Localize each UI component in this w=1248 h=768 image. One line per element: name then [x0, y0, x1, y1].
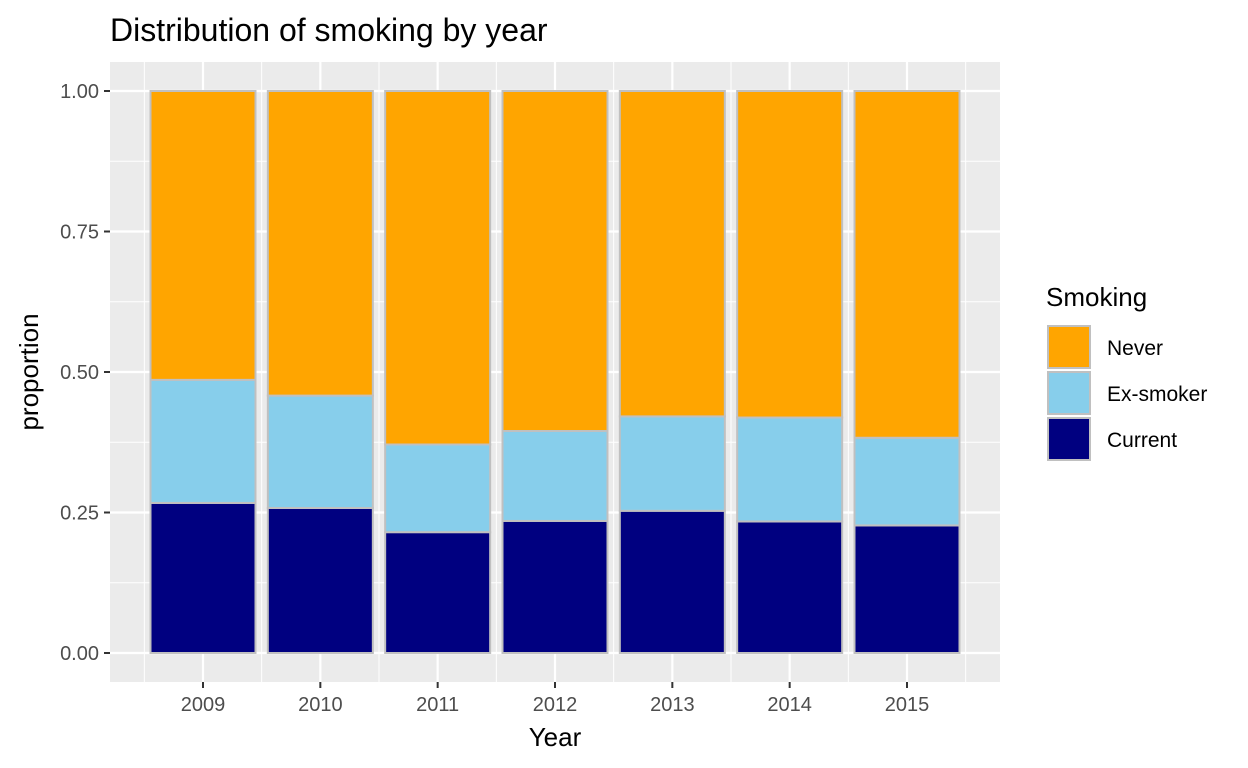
- y-axis-title: proportion: [14, 313, 44, 430]
- bar-ex-smoker-2014: [736, 416, 844, 523]
- bar-never-2014: [736, 90, 844, 419]
- legend-key-never: [1047, 325, 1091, 369]
- bar-ex-smoker-2012: [501, 430, 609, 522]
- bar-never-2013: [618, 90, 726, 418]
- x-tick-label: 2013: [650, 694, 695, 716]
- legend-label-never: Never: [1107, 337, 1163, 360]
- x-tick-label: 2014: [767, 694, 812, 716]
- legend-key-ex-smoker: [1047, 371, 1091, 415]
- bar-current-2014: [736, 520, 844, 654]
- y-axis: 0.00 0.25 0.50 0.75 1.00: [60, 81, 110, 665]
- bar-ex-smoker-2013: [618, 415, 726, 512]
- y-tick-label: 0.75: [60, 222, 99, 244]
- legend-key-current: [1047, 417, 1091, 461]
- x-tick-label: 2009: [181, 694, 226, 716]
- legend-title: Smoking: [1046, 282, 1147, 312]
- x-tick-label: 2011: [416, 694, 459, 716]
- x-tick-label: 2010: [298, 694, 343, 716]
- bar-never-2009: [149, 90, 257, 381]
- bar-ex-smoker-2011: [384, 443, 492, 534]
- bar-never-2010: [266, 90, 374, 397]
- x-axis-title: Year: [529, 722, 582, 752]
- legend-label-current: Current: [1107, 429, 1177, 452]
- chart-title: Distribution of smoking by year: [110, 12, 548, 48]
- bar-ex-smoker-2010: [266, 394, 374, 510]
- bar-current-2009: [149, 501, 257, 655]
- x-tick-label: 2012: [533, 694, 578, 716]
- bar-current-2011: [384, 531, 492, 654]
- legend-label-ex-smoker: Ex-smoker: [1107, 383, 1207, 406]
- bar-current-2012: [501, 519, 609, 654]
- y-tick-label: 0.25: [60, 503, 99, 525]
- bar-ex-smoker-2015: [853, 436, 961, 527]
- y-tick-label: 1.00: [60, 81, 99, 103]
- bar-current-2015: [853, 524, 961, 655]
- bar-never-2011: [384, 90, 492, 446]
- bar-never-2015: [853, 90, 961, 439]
- bar-current-2010: [266, 507, 374, 654]
- bar-current-2013: [618, 509, 726, 654]
- x-tick-label: 2015: [885, 694, 930, 716]
- y-tick-label: 0.00: [60, 643, 99, 665]
- bar-never-2012: [501, 90, 609, 433]
- bar-ex-smoker-2009: [149, 378, 257, 504]
- legend: Smoking Never Ex-smoker Current: [1046, 282, 1207, 461]
- bars: [149, 90, 961, 655]
- y-tick-label: 0.50: [60, 362, 99, 384]
- x-axis: 2009 2010 2011 2012 2013 2014 2015: [181, 682, 929, 716]
